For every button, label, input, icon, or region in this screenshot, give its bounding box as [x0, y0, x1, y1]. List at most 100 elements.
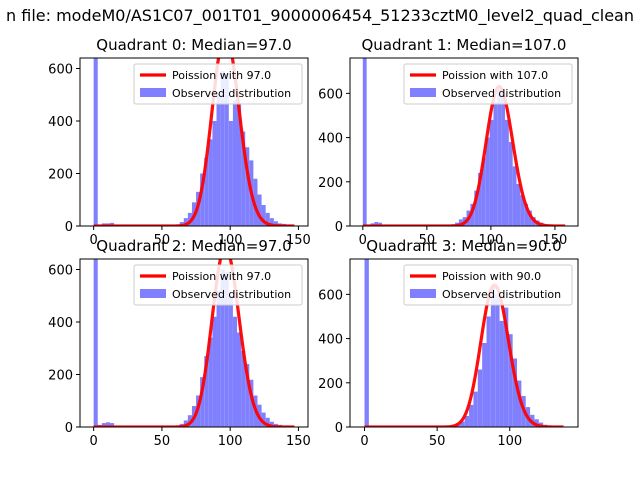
- histogram-bar: [503, 307, 509, 427]
- legend: Poission with 107.0 Observed distribution: [403, 63, 573, 105]
- histogram-bar: [245, 364, 250, 427]
- histogram-bar: [501, 93, 505, 226]
- histogram-bar: [364, 259, 369, 427]
- subplot-0: 0 50 100 150 0 200 400 600 Quadrant 0: Median=97…: [48, 36, 311, 248]
- legend-bar-swatch: [410, 88, 436, 97]
- histogram-bar: [469, 404, 474, 427]
- plot-area-0: [93, 58, 295, 226]
- legend-label-poisson: Poission with 97.0: [172, 69, 271, 82]
- x-tick-label: 150: [286, 434, 311, 449]
- legend-label-observed: Observed distribution: [172, 87, 291, 100]
- histogram-bar: [105, 422, 111, 427]
- histogram-bar: [224, 73, 229, 226]
- y-tick-label: 200: [318, 176, 343, 191]
- histogram-bar: [478, 172, 482, 226]
- histogram-bar: [237, 332, 242, 427]
- histogram-bar: [93, 58, 98, 226]
- legend-label-observed: Observed distribution: [442, 87, 561, 100]
- x-tick-label: 100: [478, 233, 503, 248]
- subplot-title: Quadrant 0: Median=97.0: [96, 36, 291, 54]
- histogram-bar: [204, 356, 209, 427]
- histogram-bar: [497, 88, 502, 226]
- subplot-3: 0 50 100 0 200 400 600 Quadrant 3: Median=90.0 P…: [318, 237, 579, 449]
- histogram-bar: [490, 285, 496, 427]
- x-tick-label: 100: [218, 434, 243, 449]
- subplot-1: 0 50 100 150 0 200 400 600 Quadrant 1: Median=10…: [318, 36, 579, 248]
- histogram-bar: [482, 343, 487, 427]
- histogram-bar: [481, 157, 486, 226]
- histogram-bar: [249, 379, 254, 427]
- x-tick-label: 0: [90, 434, 98, 449]
- x-tick-label: 150: [286, 233, 311, 248]
- histogram-bar: [241, 131, 246, 226]
- y-tick-label: 400: [318, 333, 343, 348]
- legend-bar-swatch: [140, 289, 166, 298]
- legend: Poission with 97.0 Observed distribution: [133, 63, 303, 105]
- poisson-line: [364, 283, 564, 427]
- y-tick-label: 0: [65, 421, 73, 436]
- histogram-bar: [93, 259, 98, 427]
- y-tick-label: 600: [48, 264, 73, 279]
- histogram-bar: [528, 210, 532, 226]
- axes-frame: [79, 57, 309, 227]
- plot-area-1: [362, 58, 566, 226]
- y-tick-label: 600: [48, 63, 73, 78]
- histogram-bar: [216, 94, 221, 226]
- histogram-bar: [460, 421, 465, 427]
- histogram-bar: [493, 102, 498, 226]
- histogram-bar: [508, 334, 513, 427]
- y-tick-label: 200: [318, 377, 343, 392]
- histogram-bar: [245, 147, 250, 226]
- axes-frame: [79, 258, 309, 428]
- x-tick-label: 50: [419, 233, 436, 248]
- histogram-bar: [257, 194, 262, 226]
- histogram-bar: [269, 218, 274, 226]
- x-tick-label: 0: [360, 434, 368, 449]
- histogram-bar: [486, 316, 491, 427]
- y-tick-label: 600: [318, 87, 343, 102]
- histogram-bar: [228, 295, 233, 427]
- histogram-bar: [265, 417, 270, 427]
- histogram-bar: [362, 58, 367, 226]
- legend-label-poisson: Poission with 97.0: [172, 270, 271, 283]
- histogram-bar: [261, 205, 266, 226]
- legend-box: [403, 264, 573, 306]
- poisson-line: [362, 85, 566, 226]
- plot-area-2: [93, 259, 295, 427]
- histogram-bar: [504, 119, 509, 226]
- histogram-bar: [378, 222, 383, 226]
- y-tick-label: 400: [318, 132, 343, 147]
- histogram-bar: [220, 269, 225, 427]
- x-tick-label: 0: [359, 233, 367, 248]
- histogram-bar: [220, 71, 225, 226]
- histogram-bar: [520, 195, 525, 226]
- legend-label-poisson: Poission with 90.0: [442, 270, 541, 283]
- histogram-bar: [261, 412, 266, 427]
- legend: Poission with 90.0 Observed distribution: [403, 264, 573, 306]
- histogram-bar: [200, 173, 205, 226]
- histogram-bar: [485, 137, 490, 226]
- figure-suptitle: n file: modeM0/AS1C07_001T01_9000006454_…: [6, 6, 634, 25]
- histogram-bar: [474, 190, 479, 226]
- subplot-title: Quadrant 3: Median=90.0: [366, 237, 561, 255]
- histogram-bar: [512, 358, 518, 427]
- histogram-bar: [200, 377, 205, 427]
- histogram-bar: [183, 218, 188, 226]
- histogram-bar: [512, 166, 517, 226]
- y-tick-label: 400: [48, 115, 73, 130]
- y-tick-label: 0: [335, 421, 343, 436]
- histogram-bar: [458, 219, 463, 226]
- x-tick-label: 50: [429, 434, 446, 449]
- x-tick-label: 0: [90, 233, 98, 248]
- histogram-bar: [374, 222, 379, 226]
- histogram-bar: [477, 369, 483, 427]
- histogram-bar: [241, 350, 246, 427]
- histogram-bar: [237, 102, 242, 226]
- axes-frame: [349, 258, 579, 428]
- legend-box: [133, 63, 303, 105]
- histogram-bar: [508, 142, 513, 226]
- histogram-bar: [232, 316, 238, 427]
- poisson-line: [93, 259, 295, 427]
- x-tick-label: 50: [154, 434, 171, 449]
